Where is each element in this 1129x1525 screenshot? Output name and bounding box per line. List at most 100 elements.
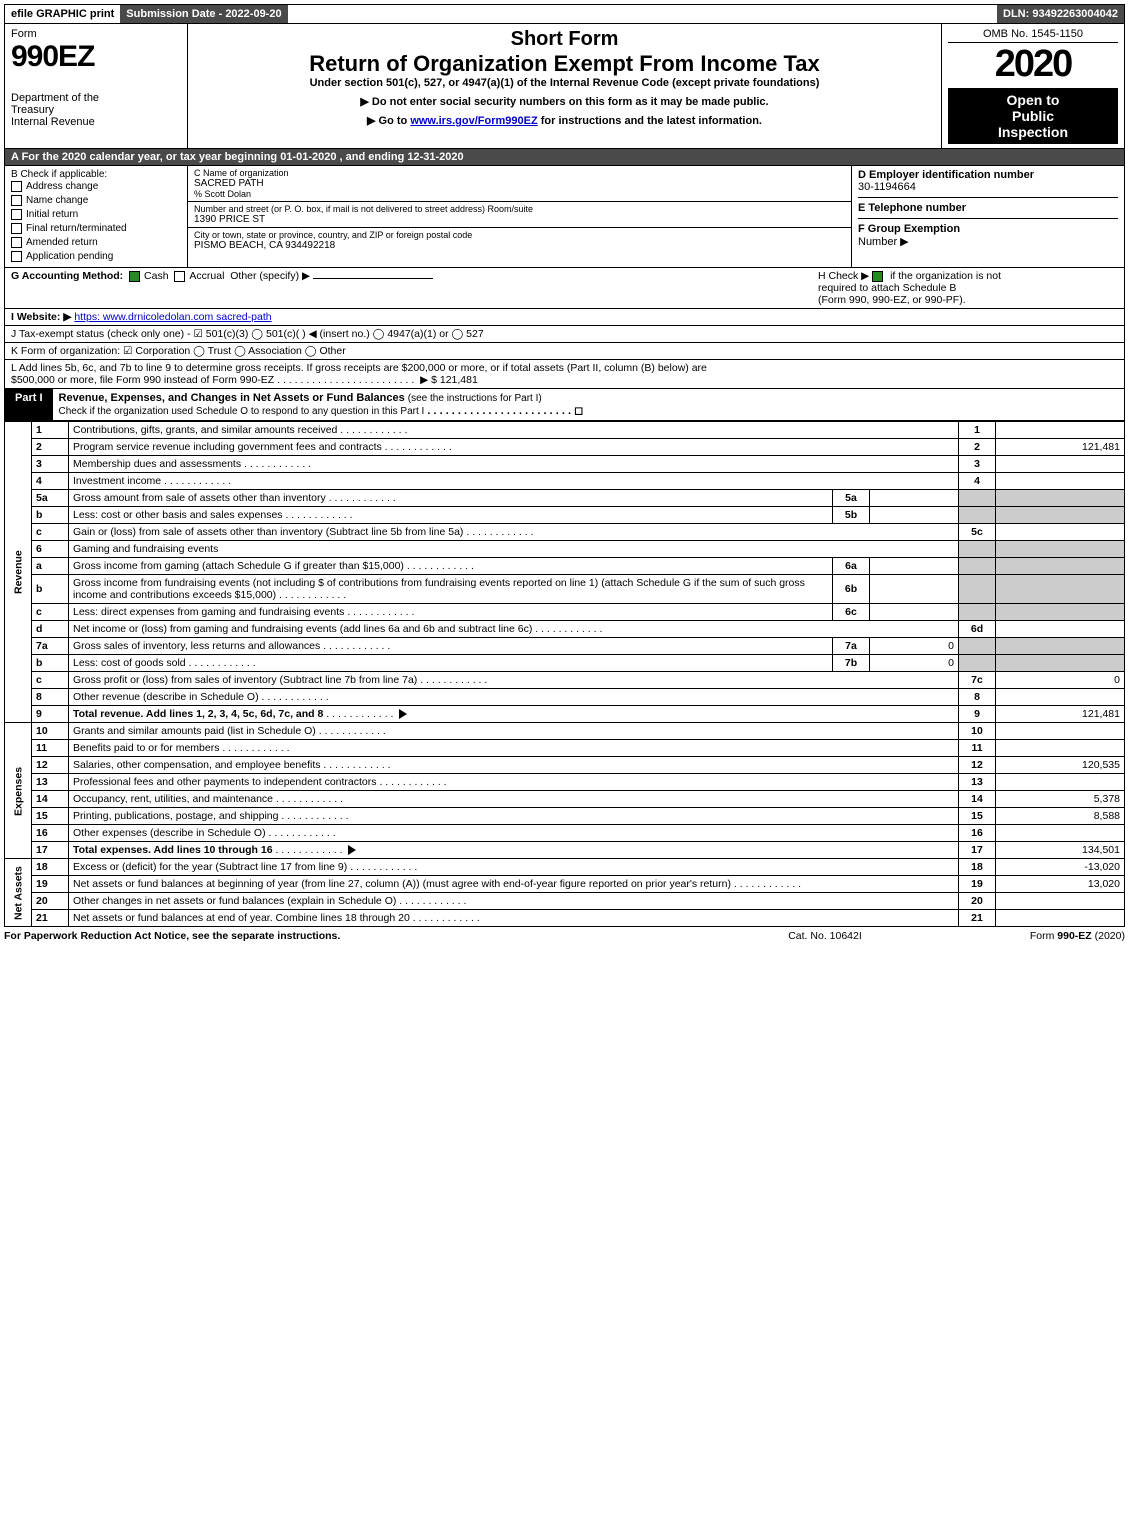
amount-grey <box>996 604 1125 621</box>
sub-val <box>870 558 959 575</box>
k-text: K Form of organization: ☑ Corporation ◯ … <box>11 345 1118 357</box>
table-row: 20Other changes in net assets or fund ba… <box>5 893 1125 910</box>
f-label-1: F Group Exemption <box>858 223 1118 235</box>
amount-grey <box>996 490 1125 507</box>
arrow-icon <box>348 845 356 855</box>
irs-link[interactable]: www.irs.gov/Form990EZ <box>410 115 537 127</box>
line-amount: 120,535 <box>996 757 1125 774</box>
table-row: 7aGross sales of inventory, less returns… <box>5 638 1125 655</box>
c-name-value: SACRED PATH <box>194 178 845 189</box>
line-num: c <box>32 524 69 541</box>
efile-label: efile GRAPHIC print <box>5 5 120 23</box>
bottom-right: Form 990-EZ (2020) <box>925 930 1125 942</box>
line-num: c <box>32 672 69 689</box>
line-num: 16 <box>32 825 69 842</box>
part-1-title: Revenue, Expenses, and Changes in Net As… <box>59 392 405 404</box>
line-id: 9 <box>959 706 996 723</box>
open-line-3: Inspection <box>952 124 1114 140</box>
table-row: 12Salaries, other compensation, and empl… <box>5 757 1125 774</box>
b-checkbox-3[interactable] <box>11 223 22 234</box>
b-checkbox-4[interactable] <box>11 237 22 248</box>
dept-line-1: Department of the <box>11 92 181 104</box>
line-desc: Contributions, gifts, grants, and simila… <box>69 422 959 439</box>
row-k: K Form of organization: ☑ Corporation ◯ … <box>4 343 1125 360</box>
sub-val <box>870 575 959 604</box>
line-amount <box>996 689 1125 706</box>
line-num: 8 <box>32 689 69 706</box>
row-a-period: A For the 2020 calendar year, or tax yea… <box>4 149 1125 166</box>
line-desc: Other revenue (describe in Schedule O) <box>69 689 959 706</box>
line-num: 19 <box>32 876 69 893</box>
c-addr-value: 1390 PRICE ST <box>194 214 845 225</box>
line-desc: Grants and similar amounts paid (list in… <box>69 723 959 740</box>
line-id: 12 <box>959 757 996 774</box>
h-block: H Check ▶ if the organization is not req… <box>818 270 1118 306</box>
line-num: 9 <box>32 706 69 723</box>
g-accrual: Accrual <box>189 270 224 282</box>
i-website-value[interactable]: https: www.drnicoledolan.com sacred-path <box>74 311 271 323</box>
top-bar: efile GRAPHIC print Submission Date - 20… <box>4 4 1125 24</box>
line-desc: Net assets or fund balances at beginning… <box>69 876 959 893</box>
line-id: 3 <box>959 456 996 473</box>
b-checkbox-0[interactable] <box>11 181 22 192</box>
e-label: E Telephone number <box>858 202 1118 214</box>
table-row: aGross income from gaming (attach Schedu… <box>5 558 1125 575</box>
part-1-tab: Part I <box>5 389 53 420</box>
j-text: J Tax-exempt status (check only one) - ☑… <box>11 328 1118 340</box>
line-amount: 121,481 <box>996 439 1125 456</box>
amount-grey <box>996 655 1125 672</box>
l-amount: $ 121,481 <box>431 374 478 386</box>
h-checkbox[interactable] <box>872 271 883 282</box>
line-amount: 8,588 <box>996 808 1125 825</box>
b-item-4: Amended return <box>11 236 181 250</box>
table-row: Revenue1Contributions, gifts, grants, an… <box>5 422 1125 439</box>
b-checkbox-1[interactable] <box>11 195 22 206</box>
line-num: 1 <box>32 422 69 439</box>
line-num: b <box>32 655 69 672</box>
title-short-form: Short Form <box>194 28 935 51</box>
line-desc: Occupancy, rent, utilities, and maintena… <box>69 791 959 808</box>
line-num: 4 <box>32 473 69 490</box>
line-desc: Other changes in net assets or fund bala… <box>69 893 959 910</box>
line-id: 17 <box>959 842 996 859</box>
netassets-vlabel: Net Assets <box>5 859 32 927</box>
b-checkbox-2[interactable] <box>11 209 22 220</box>
line-amount: 5,378 <box>996 791 1125 808</box>
g-accounting: G Accounting Method: Cash Accrual Other … <box>11 270 818 306</box>
line-desc: Total revenue. Add lines 1, 2, 3, 4, 5c,… <box>69 706 959 723</box>
g-label: G Accounting Method: <box>11 270 123 282</box>
b-item-3: Final return/terminated <box>11 222 181 236</box>
b-checkbox-5[interactable] <box>11 251 22 262</box>
line-amount: 134,501 <box>996 842 1125 859</box>
b-item-0: Address change <box>11 180 181 194</box>
g-cash-checkbox[interactable] <box>129 271 140 282</box>
line-desc: Excess or (deficit) for the year (Subtra… <box>69 859 959 876</box>
dots-icon <box>427 405 571 417</box>
amount-grey <box>996 507 1125 524</box>
part-1-sub: Check if the organization used Schedule … <box>59 406 425 417</box>
f-label-2: Number ▶ <box>858 235 1118 248</box>
row-l: L Add lines 5b, 6c, and 7b to line 9 to … <box>4 360 1125 389</box>
sub-id: 6a <box>833 558 870 575</box>
open-line-2: Public <box>952 108 1114 124</box>
table-row: 16Other expenses (describe in Schedule O… <box>5 825 1125 842</box>
instr2-pre: ▶ Go to <box>367 115 410 127</box>
d-ein-block: D Employer identification number 30-1194… <box>858 169 1118 198</box>
dept-line-2: Treasury <box>11 104 181 116</box>
line-desc: Other expenses (describe in Schedule O) <box>69 825 959 842</box>
line-desc: Benefits paid to or for members <box>69 740 959 757</box>
sub-id: 5b <box>833 507 870 524</box>
g-accrual-checkbox[interactable] <box>174 271 185 282</box>
line-desc: Gross sales of inventory, less returns a… <box>69 638 833 655</box>
d-value: 30-1194664 <box>858 181 1118 193</box>
line-amount <box>996 893 1125 910</box>
dln-label: DLN: 93492263004042 <box>997 5 1124 23</box>
line-desc: Net income or (loss) from gaming and fun… <box>69 621 959 638</box>
line-num: d <box>32 621 69 638</box>
dept-line-3: Internal Revenue <box>11 116 181 128</box>
line-id: 8 <box>959 689 996 706</box>
b-item-5: Application pending <box>11 250 181 264</box>
revenue-vlabel: Revenue <box>5 422 32 723</box>
table-row: 2Program service revenue including gover… <box>5 439 1125 456</box>
table-row: bLess: cost or other basis and sales exp… <box>5 507 1125 524</box>
